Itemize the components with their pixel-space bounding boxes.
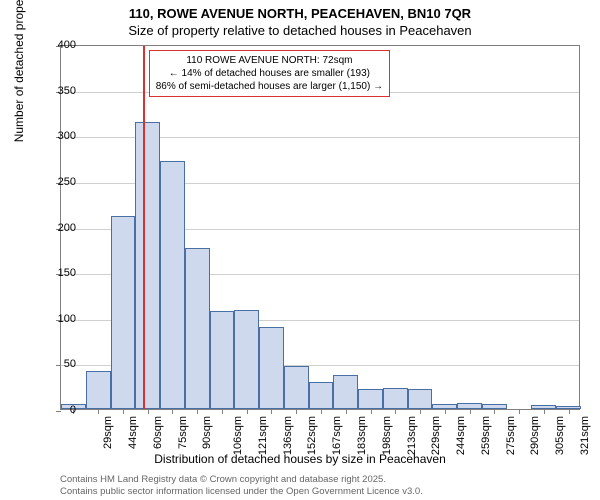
- x-tick-mark: [519, 409, 520, 414]
- y-tick-label: 350: [36, 85, 76, 97]
- histogram-bar: [135, 122, 160, 409]
- x-tick-mark: [346, 409, 347, 414]
- histogram-bar: [185, 248, 210, 410]
- chart-title: 110, ROWE AVENUE NORTH, PEACEHAVEN, BN10…: [0, 0, 600, 21]
- histogram-bar: [111, 216, 136, 409]
- histogram-bar: [86, 371, 111, 409]
- x-tick-label: 213sqm: [406, 416, 418, 455]
- x-tick-label: 29sqm: [102, 416, 114, 449]
- footer-attribution: Contains HM Land Registry data © Crown c…: [60, 474, 423, 498]
- histogram-bar: [383, 388, 408, 409]
- x-tick-mark: [569, 409, 570, 414]
- footer-line: Contains HM Land Registry data © Crown c…: [60, 474, 423, 486]
- x-tick-mark: [222, 409, 223, 414]
- x-tick-mark: [420, 409, 421, 414]
- histogram-bar: [408, 389, 433, 409]
- x-tick-label: 167sqm: [331, 416, 343, 455]
- x-tick-label: 290sqm: [529, 416, 541, 455]
- x-tick-label: 106sqm: [232, 416, 244, 455]
- x-tick-label: 275sqm: [505, 416, 517, 455]
- x-tick-label: 259sqm: [480, 416, 492, 455]
- x-tick-mark: [445, 409, 446, 414]
- x-tick-label: 136sqm: [282, 416, 294, 455]
- x-tick-mark: [321, 409, 322, 414]
- x-tick-mark: [296, 409, 297, 414]
- x-tick-label: 152sqm: [307, 416, 319, 455]
- x-tick-label: 44sqm: [127, 416, 139, 449]
- x-tick-label: 90sqm: [201, 416, 213, 449]
- x-tick-mark: [494, 409, 495, 414]
- y-tick-label: 250: [36, 176, 76, 188]
- x-tick-mark: [395, 409, 396, 414]
- x-tick-label: 75sqm: [177, 416, 189, 449]
- histogram-bar: [309, 382, 334, 409]
- histogram-bar: [333, 375, 358, 409]
- plot-area: 29sqm44sqm60sqm75sqm90sqm106sqm121sqm136…: [60, 45, 580, 410]
- x-tick-label: 229sqm: [430, 416, 442, 455]
- x-tick-mark: [247, 409, 248, 414]
- x-tick-mark: [197, 409, 198, 414]
- x-axis-label: Distribution of detached houses by size …: [0, 452, 600, 466]
- x-tick-mark: [271, 409, 272, 414]
- x-tick-label: 321sqm: [579, 416, 591, 455]
- annotation-line: 86% of semi-detached houses are larger (…: [156, 80, 383, 93]
- chart-subtitle: Size of property relative to detached ho…: [0, 21, 600, 38]
- property-marker-line: [143, 46, 145, 409]
- x-tick-label: 244sqm: [455, 416, 467, 455]
- y-axis-label: Number of detached properties: [12, 0, 26, 142]
- x-tick-mark: [123, 409, 124, 414]
- y-tick-label: 400: [36, 39, 76, 51]
- y-tick-label: 100: [36, 313, 76, 325]
- x-tick-mark: [544, 409, 545, 414]
- x-tick-mark: [98, 409, 99, 414]
- x-tick-label: 60sqm: [152, 416, 164, 449]
- annotation-box: 110 ROWE AVENUE NORTH: 72sqm← 14% of det…: [149, 50, 390, 97]
- x-tick-mark: [371, 409, 372, 414]
- histogram-bar: [210, 311, 235, 409]
- y-tick-label: 300: [36, 130, 76, 142]
- x-tick-label: 183sqm: [356, 416, 368, 455]
- x-tick-label: 121sqm: [257, 416, 269, 455]
- chart-container: 110, ROWE AVENUE NORTH, PEACEHAVEN, BN10…: [0, 0, 600, 500]
- histogram-bar: [358, 389, 383, 409]
- x-tick-mark: [470, 409, 471, 414]
- x-tick-mark: [148, 409, 149, 414]
- annotation-line: 110 ROWE AVENUE NORTH: 72sqm: [156, 54, 383, 67]
- histogram-bar: [234, 310, 259, 409]
- y-tick-label: 200: [36, 222, 76, 234]
- footer-line: Contains public sector information licen…: [60, 486, 423, 498]
- x-tick-label: 305sqm: [554, 416, 566, 455]
- y-tick-label: 50: [36, 358, 76, 370]
- histogram-bar: [160, 161, 185, 409]
- histogram-bar: [259, 327, 284, 409]
- x-tick-mark: [172, 409, 173, 414]
- x-tick-label: 198sqm: [381, 416, 393, 455]
- y-tick-label: 150: [36, 267, 76, 279]
- histogram-bar: [284, 366, 309, 409]
- y-tick-label: 0: [36, 404, 76, 416]
- annotation-line: ← 14% of detached houses are smaller (19…: [156, 67, 383, 80]
